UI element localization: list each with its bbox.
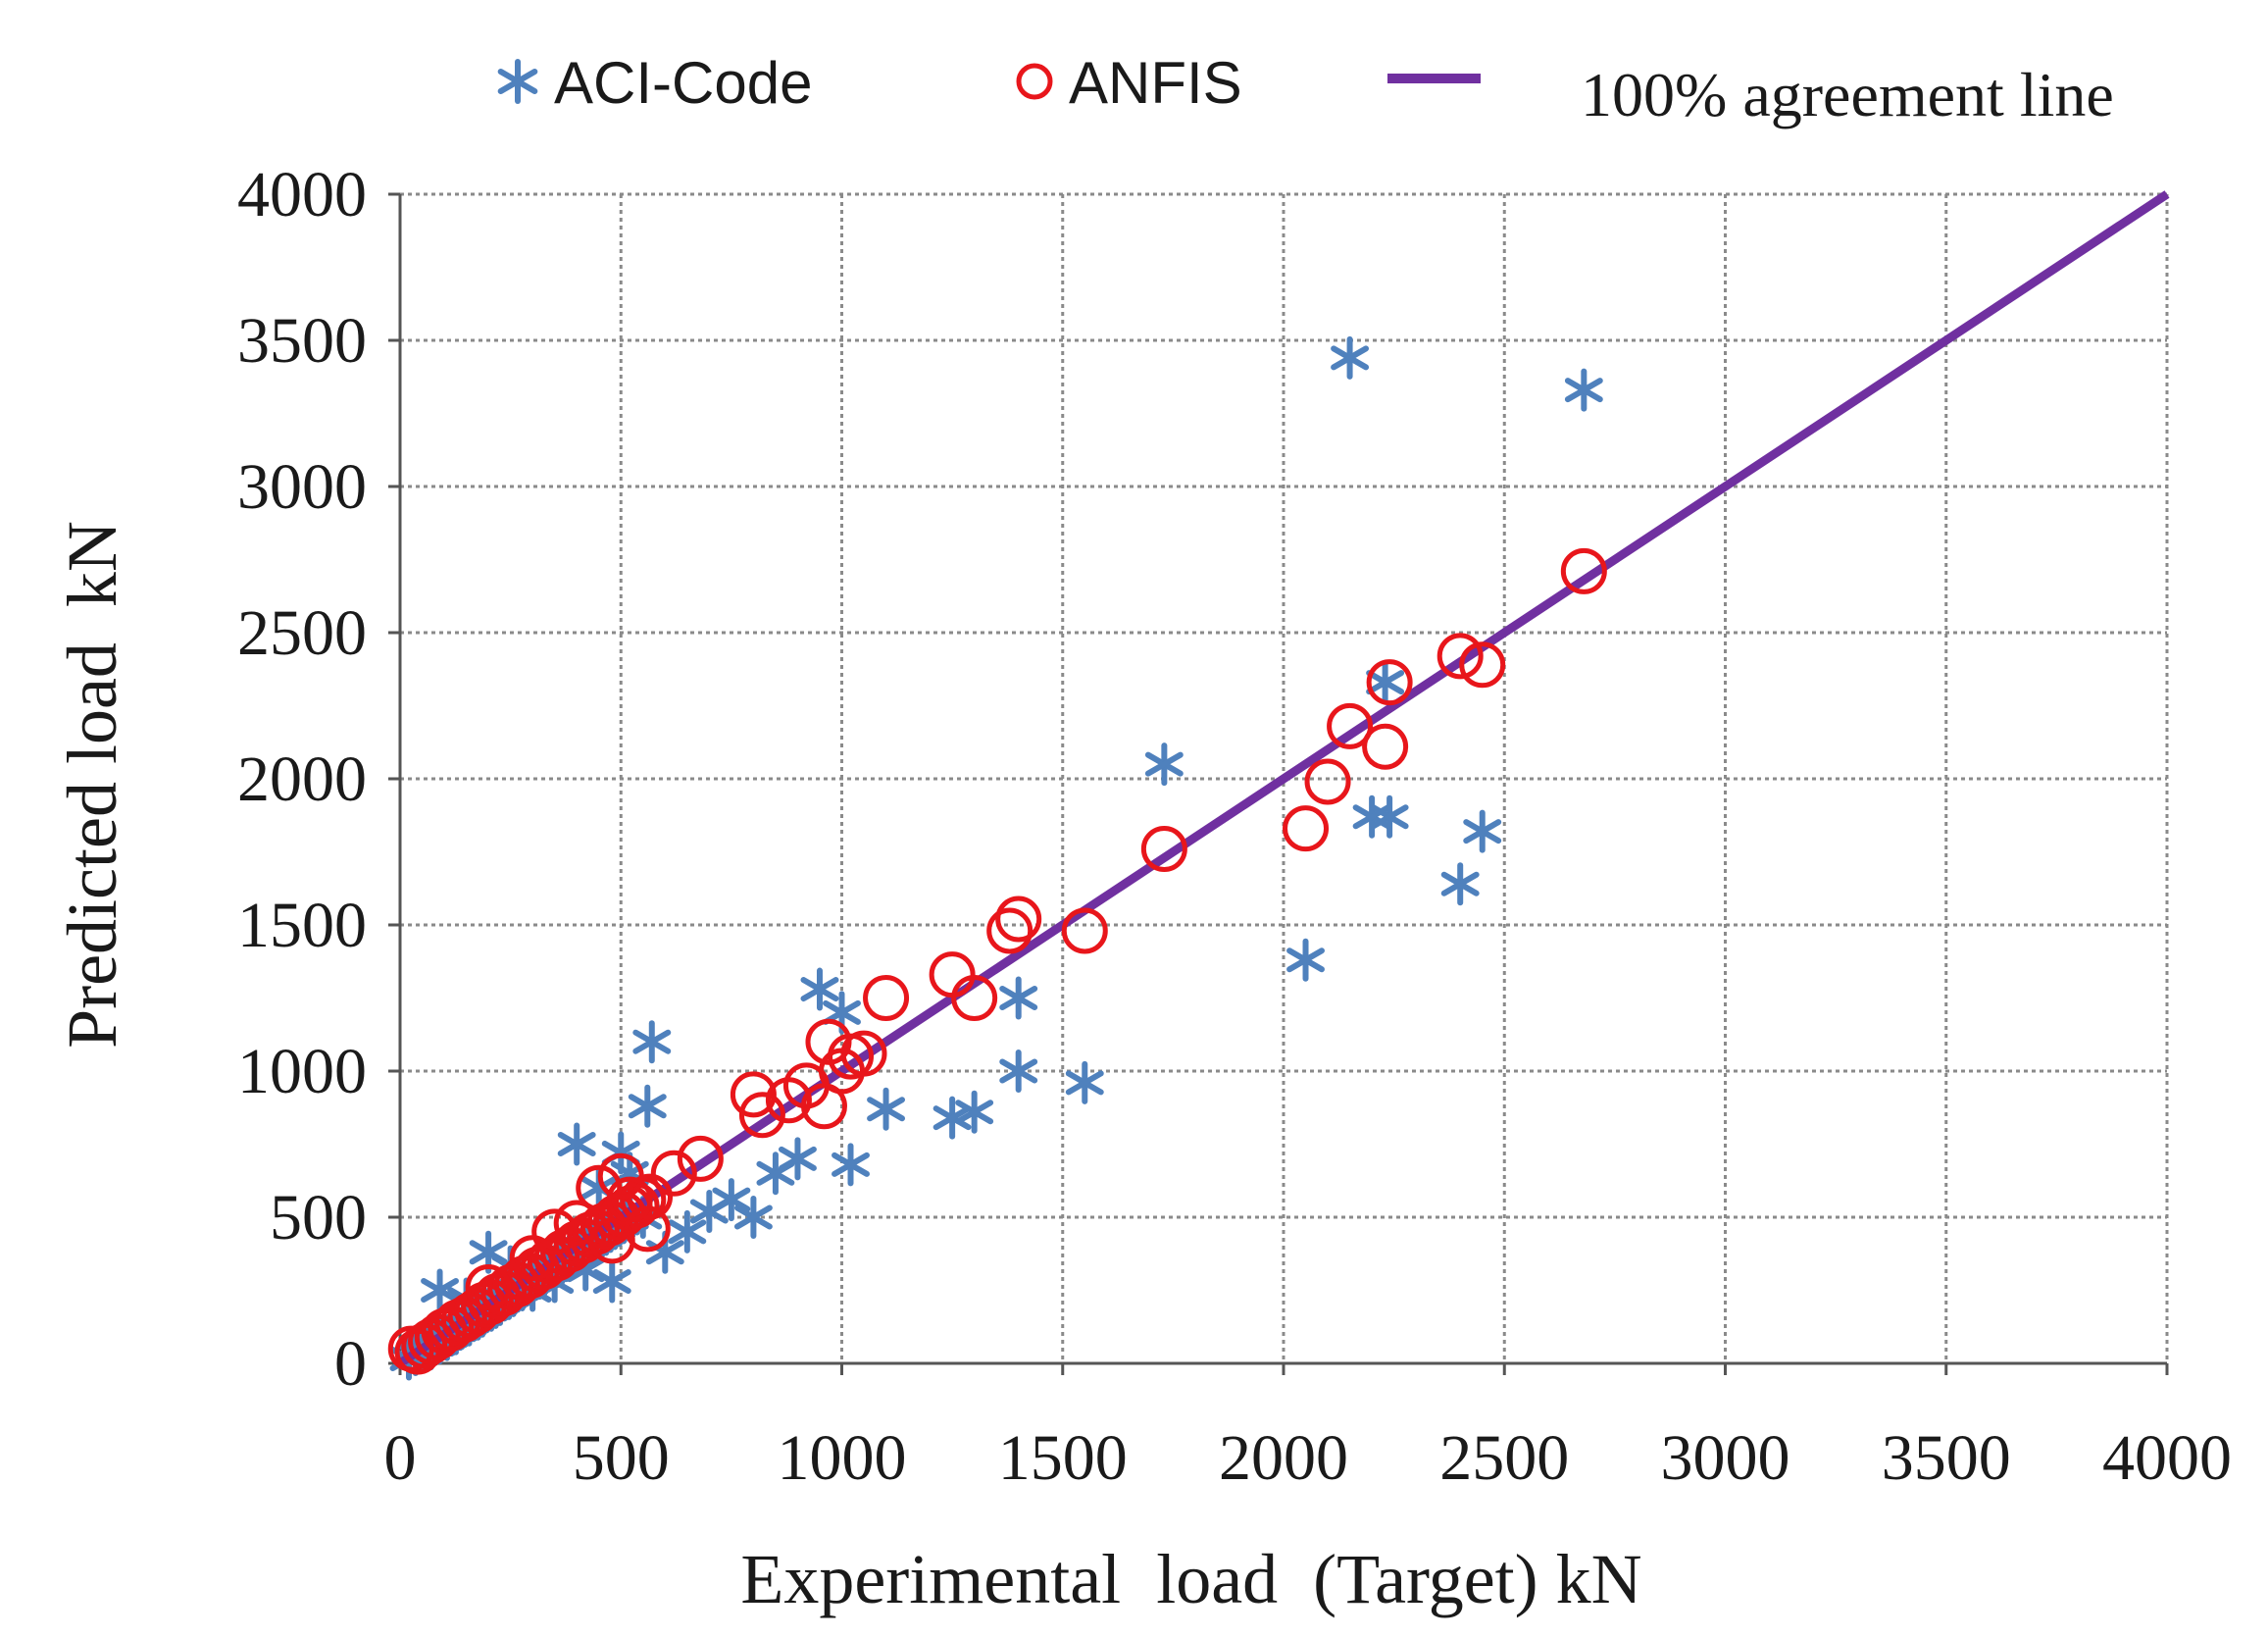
anfis-point — [738, 1092, 785, 1139]
anfis-point — [730, 1071, 777, 1118]
aci-code-point — [421, 1268, 459, 1312]
x-tick-label: 3000 — [1661, 1422, 1790, 1494]
legend-anfis-label: ANFIS — [1069, 50, 1242, 116]
anfis-point — [597, 1152, 644, 1200]
legend-anfis-marker — [1016, 63, 1053, 100]
anfis-point — [677, 1135, 724, 1182]
aci-code-point — [1370, 794, 1409, 839]
aci-code-point — [1463, 809, 1502, 853]
anfis-point — [576, 1164, 623, 1211]
anfis-point — [1459, 641, 1506, 689]
anfis-point — [1560, 547, 1607, 594]
x-tick-label: 2000 — [1219, 1422, 1348, 1494]
aci-code-point — [955, 1090, 994, 1134]
anfis-point — [1061, 907, 1108, 954]
x-tick-label: 0 — [384, 1422, 417, 1494]
anfis-point — [863, 975, 910, 1021]
legend-agreement-line-label: 100% agreement line — [1581, 60, 2114, 129]
aci-code-point — [557, 1122, 596, 1166]
aci-code-point — [1144, 742, 1184, 787]
aci-code-point — [712, 1178, 751, 1222]
y-tick-label: 2000 — [237, 743, 367, 815]
y-tick-label: 2500 — [237, 597, 367, 669]
anfis-point — [1304, 758, 1351, 805]
anfis-point — [1140, 826, 1187, 873]
aci-code-point — [756, 1152, 795, 1196]
x-tick-label: 1500 — [998, 1422, 1128, 1494]
aci-code-point — [800, 967, 839, 1011]
y-tick-label: 500 — [270, 1182, 367, 1254]
anfis-point — [929, 951, 976, 998]
legend-aci-code-marker — [497, 59, 538, 104]
anfis-point — [531, 1208, 579, 1255]
aci-code-point — [1352, 794, 1391, 839]
y-axis-title: Predicted load kN — [53, 521, 131, 1049]
aci-code-point — [1366, 660, 1405, 704]
y-tick-label: 3000 — [237, 451, 367, 523]
y-tick-label: 3500 — [237, 305, 367, 377]
anfis-point — [624, 1205, 671, 1253]
aci-code-point — [867, 1087, 906, 1131]
aci-code-point — [999, 976, 1038, 1020]
legend: ACI-Code ANFIS 100% agreement line — [497, 50, 2114, 129]
anfis-point — [1362, 723, 1409, 770]
anfis-point — [1436, 633, 1484, 680]
aci-code-point — [832, 1143, 870, 1187]
y-tick-label: 0 — [334, 1328, 367, 1400]
x-tick-label: 1000 — [778, 1422, 907, 1494]
aci-code-point — [1440, 862, 1480, 906]
legend-aci-code-asterisk — [497, 59, 538, 104]
anfis-point — [465, 1264, 512, 1311]
x-axis-title: Experimental load (Target) kN — [740, 1540, 1641, 1618]
x-tick-label: 2500 — [1439, 1422, 1569, 1494]
series-anfis — [387, 547, 1607, 1375]
aci-code-point — [999, 1049, 1038, 1093]
aci-code-point — [1564, 368, 1603, 412]
y-tick-label: 1500 — [237, 890, 367, 961]
x-tick-label: 500 — [573, 1422, 670, 1494]
anfis-point — [1327, 702, 1374, 749]
aci-code-point — [592, 1259, 631, 1304]
y-tick-label: 1000 — [237, 1036, 367, 1107]
aci-code-point — [932, 1096, 972, 1140]
x-tick-label: 4000 — [2102, 1422, 2232, 1494]
anfis-point — [1283, 805, 1330, 852]
y-tick-label: 4000 — [237, 159, 367, 230]
aci-code-point — [632, 1020, 672, 1064]
aci-code-point — [1286, 938, 1325, 982]
aci-code-point — [733, 1196, 773, 1239]
x-tick-label: 3500 — [1882, 1422, 2011, 1494]
aci-code-point — [1065, 1060, 1104, 1104]
anfis-point — [951, 975, 998, 1021]
aci-code-point — [1331, 335, 1370, 380]
aci-code-point — [628, 1084, 667, 1128]
anfis-point — [1366, 659, 1413, 706]
legend-aci-code-label: ACI-Code — [554, 50, 812, 116]
anfis-point — [650, 1150, 697, 1197]
aci-code-point — [668, 1209, 707, 1254]
aci-code-point — [778, 1137, 817, 1181]
anfis-point — [986, 907, 1033, 954]
tick-labels: 0 500 1000 1500 2000 2500 3000 3500 4000 0 500 1000… — [237, 159, 2232, 1494]
axes — [388, 192, 2169, 1375]
anfis-point — [840, 1030, 887, 1077]
anfis-point — [995, 896, 1042, 943]
data-series — [387, 190, 2170, 1381]
anfis-point — [613, 1182, 660, 1229]
